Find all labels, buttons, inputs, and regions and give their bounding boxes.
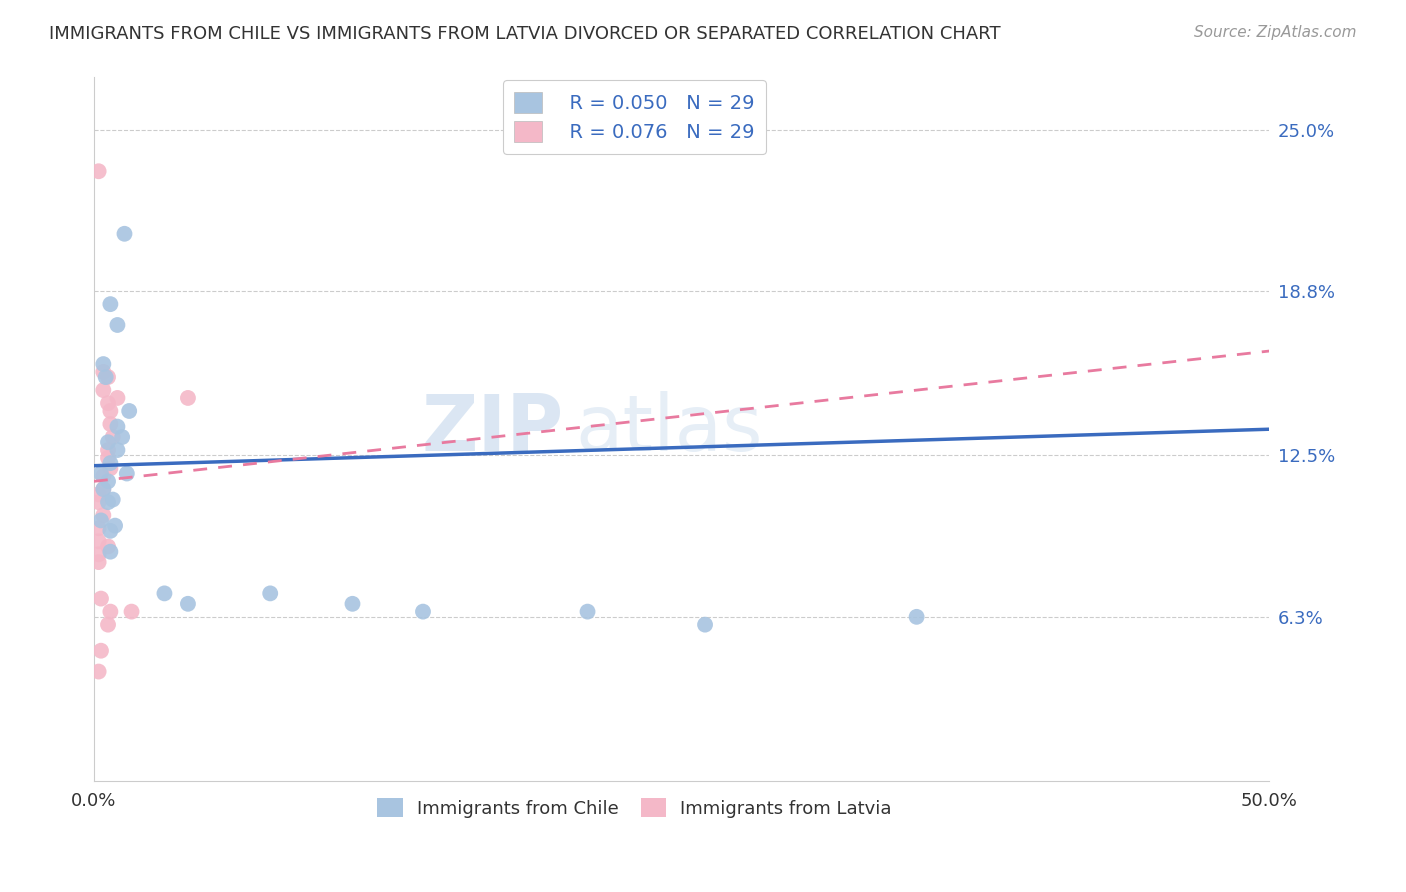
Point [91,508,114,523]
Text: IMMIGRANTS FROM CHILE VS IMMIGRANTS FROM LATVIA DIVORCED OR SEPARATED CORRELATIO: IMMIGRANTS FROM CHILE VS IMMIGRANTS FROM… [49,25,1001,43]
Point [177,391,200,405]
Legend: Immigrants from Chile, Immigrants from Latvia: Immigrants from Chile, Immigrants from L… [370,790,898,825]
Point [91,365,114,379]
Point [576,605,599,619]
Point [905,610,928,624]
Point [107,419,129,434]
Point [91,482,114,496]
Point [342,597,364,611]
Point [100,524,122,538]
Point [87,164,110,178]
Point [693,617,716,632]
Point [121,605,143,619]
Point [90,591,112,606]
Text: atlas: atlas [576,392,763,467]
Point [100,544,122,558]
Point [100,605,122,619]
Point [91,482,114,496]
Point [100,456,122,470]
Point [87,665,110,679]
Point [97,450,120,465]
Point [115,467,138,481]
Point [100,297,122,311]
Point [107,391,129,405]
Point [91,357,114,371]
Point [97,370,120,384]
Point [97,495,120,509]
Point [100,404,122,418]
Point [97,475,120,489]
Point [177,597,200,611]
Point [107,443,129,458]
Point [90,467,112,481]
Point [259,586,281,600]
Point [87,521,110,535]
Point [153,586,176,600]
Point [87,534,110,549]
Point [111,430,134,444]
Point [97,435,120,450]
Point [87,495,110,509]
Point [87,487,110,501]
Point [101,492,124,507]
Point [101,430,124,444]
Point [114,227,136,241]
Point [107,318,129,332]
Point [91,383,114,397]
Point [412,605,434,619]
Text: Source: ZipAtlas.com: Source: ZipAtlas.com [1194,25,1357,40]
Point [97,396,120,410]
Point [100,417,122,431]
Point [97,617,120,632]
Text: ZIP: ZIP [422,392,564,467]
Point [90,513,112,527]
Point [94,370,117,384]
Point [87,547,110,561]
Point [97,540,120,554]
Point [97,443,120,458]
Point [91,469,114,483]
Point [100,461,122,475]
Point [87,555,110,569]
Point [118,404,141,418]
Point [90,643,112,657]
Point [104,518,127,533]
